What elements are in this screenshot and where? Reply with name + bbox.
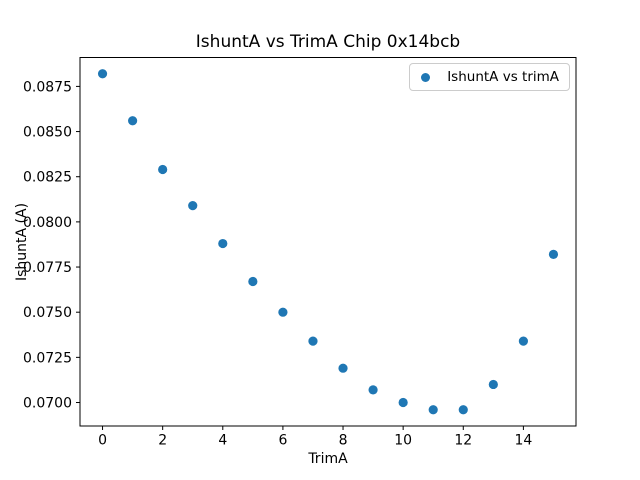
legend-marker-icon: [421, 72, 431, 82]
data-point: [128, 116, 138, 126]
data-point: [97, 69, 108, 79]
legend: IshuntA vs trimA: [409, 63, 570, 91]
legend-label: IshuntA vs trimA: [447, 69, 559, 85]
y-tick-label: 0.0800: [23, 215, 72, 231]
data-point: [518, 336, 528, 346]
y-tick-label: 0.0725: [23, 350, 72, 366]
y-tick-label: 0.0775: [23, 260, 72, 276]
data-point: [548, 249, 559, 259]
data-point: [488, 379, 498, 390]
axes-frame: [79, 57, 577, 427]
y-tick-label: 0.0825: [23, 170, 72, 186]
data-point: [458, 405, 468, 415]
data-point: [338, 363, 348, 373]
x-tick-label: 0: [98, 433, 107, 449]
data-point: [158, 164, 168, 175]
x-tick-label: 6: [278, 433, 287, 449]
x-axis-label: TrimA: [308, 451, 348, 467]
y-tick-label: 0.0875: [23, 79, 72, 95]
data-point: [308, 336, 318, 346]
x-tick-label: 12: [454, 433, 472, 449]
data-point: [398, 397, 408, 408]
data-point: [188, 201, 198, 211]
y-tick-label: 0.0700: [23, 396, 72, 412]
x-tick-label: 14: [514, 433, 532, 449]
x-tick-label: 8: [339, 433, 348, 449]
x-tick-label: 10: [394, 433, 412, 449]
data-point: [218, 238, 228, 249]
y-tick-label: 0.0850: [23, 125, 72, 141]
data-point: [248, 276, 258, 287]
data-point: [368, 385, 378, 395]
y-tick-label: 0.0750: [23, 305, 72, 321]
chart-title: IshuntA vs TrimA Chip 0x14bcb: [195, 32, 461, 52]
data-point: [278, 307, 288, 317]
x-tick-label: 4: [218, 433, 227, 449]
x-tick-label: 2: [158, 433, 167, 449]
data-point: [428, 405, 438, 415]
